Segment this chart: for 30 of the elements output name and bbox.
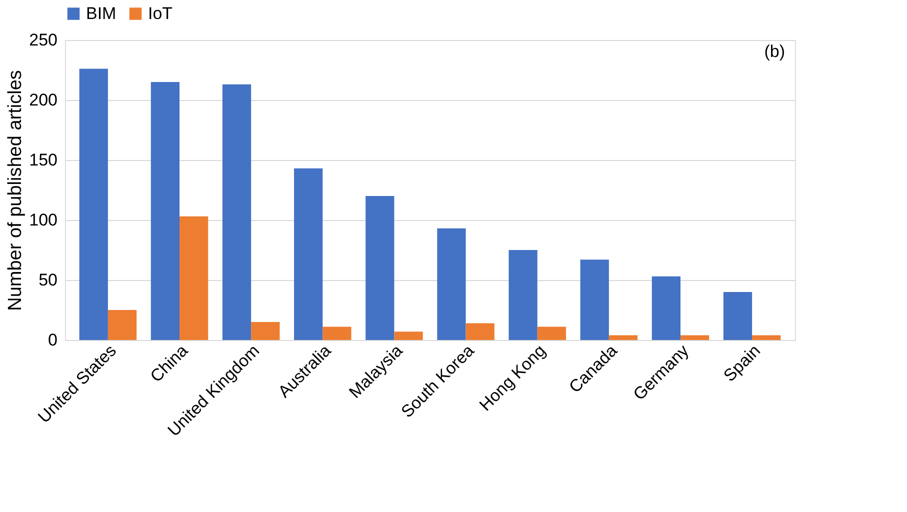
legend-label: IoT (148, 4, 173, 23)
bar (180, 216, 208, 340)
bar (537, 326, 566, 340)
y-tick-label: 200 (29, 90, 58, 110)
bar (680, 335, 710, 340)
bar (108, 310, 137, 340)
bar (366, 196, 394, 340)
y-axis-title: Number of published articles (5, 70, 26, 311)
bar (466, 323, 494, 340)
bar (752, 335, 781, 340)
bar (150, 82, 180, 340)
annotation: (b) (764, 42, 785, 61)
bar (251, 322, 280, 340)
bar (723, 292, 752, 340)
bar (222, 84, 252, 340)
bar (652, 276, 680, 340)
y-tick-label: 100 (29, 210, 58, 230)
y-tick-label: 150 (29, 150, 58, 170)
bar (580, 260, 609, 340)
bar (508, 250, 538, 340)
bar (322, 326, 352, 340)
y-tick-label: 250 (29, 30, 58, 50)
bar (79, 68, 108, 340)
bar (294, 168, 323, 340)
bar (394, 332, 423, 340)
legend-label: BIM (86, 4, 116, 23)
y-tick-label: 0 (48, 330, 58, 350)
bar (608, 335, 638, 340)
bar (437, 228, 466, 340)
y-tick-label: 50 (38, 270, 58, 290)
